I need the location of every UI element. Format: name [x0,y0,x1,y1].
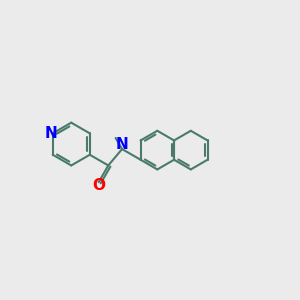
Text: N: N [116,137,128,152]
Text: O: O [92,178,105,193]
Text: N: N [44,126,57,141]
